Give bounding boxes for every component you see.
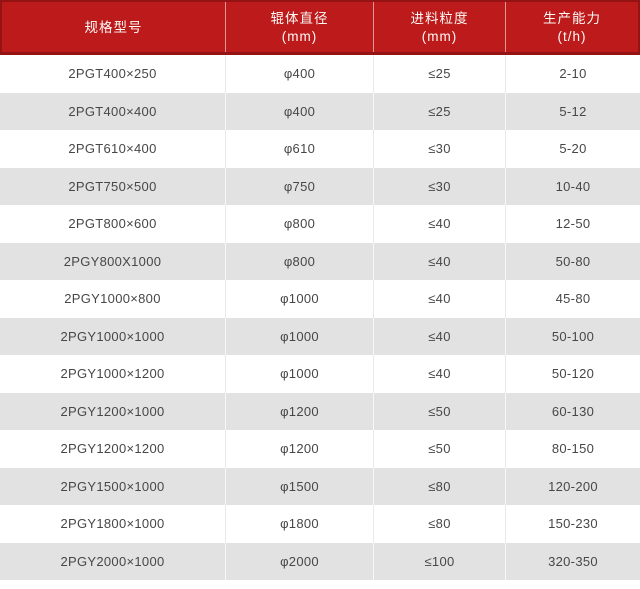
cell-model: 2PGY1000×1000: [60, 328, 165, 344]
cell-feed-size: ≤50: [373, 430, 505, 468]
cell-model: 2PGY2000×1000: [60, 553, 165, 569]
cell-roller-diameter: φ800: [225, 242, 373, 280]
cell-model: 2PGY1200×1000: [60, 403, 165, 419]
spec-row: 2PGY1200×1200 φ1200 ≤50 80-150: [0, 430, 640, 468]
cell-feed-size: ≤40: [373, 280, 505, 318]
cell-feed-size: ≤40: [373, 355, 505, 393]
header-col-roller-diameter: 辊体直径 (mm): [225, 2, 373, 52]
cell-feed-size: ≤80: [373, 467, 505, 505]
spec-row: 2PGT400×400 φ400 ≤25 5-12: [0, 92, 640, 130]
cell-roller-diameter: φ2000: [225, 542, 373, 580]
cell-capacity: 5-20: [505, 130, 640, 168]
spec-row: 2PGY800X1000 φ800 ≤40 50-80: [0, 242, 640, 280]
header-col-roller-diameter-label: 辊体直径: [270, 10, 329, 26]
cell-capacity: 80-150: [505, 430, 640, 468]
header-col-model-label: 规格型号: [84, 19, 143, 35]
cell-feed-size: ≤80: [373, 505, 505, 543]
cell-capacity: 12-50: [505, 205, 640, 243]
cell-feed-size: ≤30: [373, 167, 505, 205]
cell-feed-size: ≤30: [373, 130, 505, 168]
cell-roller-diameter: φ1200: [225, 430, 373, 468]
cell-feed-size: ≤50: [373, 392, 505, 430]
cell-capacity: 10-40: [505, 167, 640, 205]
cell-feed-size: ≤100: [373, 542, 505, 580]
cell-roller-diameter: φ750: [225, 167, 373, 205]
spec-row: 2PGY1000×800 φ1000 ≤40 45-80: [0, 280, 640, 318]
header-col-capacity: 生产能力 (t/h): [505, 2, 638, 52]
cell-capacity: 320-350: [505, 542, 640, 580]
cell-capacity: 50-100: [505, 317, 640, 355]
header-col-capacity-label: 生产能力: [543, 10, 601, 26]
cell-capacity: 45-80: [505, 280, 640, 318]
header-col-model: 规格型号: [2, 2, 225, 52]
cell-roller-diameter: φ610: [225, 130, 373, 168]
spec-row: 2PGY2000×1000 φ2000 ≤100 320-350: [0, 542, 640, 580]
spec-row: 2PGT400×250 φ400 ≤25 2-10: [0, 55, 640, 93]
cell-roller-diameter: φ1500: [225, 467, 373, 505]
cell-capacity: 2-10: [505, 55, 640, 93]
cell-roller-diameter: φ400: [225, 55, 373, 93]
spec-row: 2PGY1000×1000 φ1000 ≤40 50-100: [0, 317, 640, 355]
header-col-feed-size-label: 进料粒度: [410, 10, 469, 26]
cell-capacity: 60-130: [505, 392, 640, 430]
cell-roller-diameter: φ1000: [225, 280, 373, 318]
cell-model: 2PGY1000×800: [64, 291, 161, 307]
spec-table-body: 2PGT400×250 φ400 ≤25 2-10 2PGT400×400 φ400 ≤25…: [0, 55, 640, 580]
cell-capacity: 50-120: [505, 355, 640, 393]
spec-row: 2PGY1200×1000 φ1200 ≤50 60-130: [0, 392, 640, 430]
cell-model: 2PGY800X1000: [63, 253, 162, 269]
header-col-capacity-unit: (t/h): [557, 28, 587, 44]
cell-roller-diameter: φ800: [225, 205, 373, 243]
header-col-feed-size-unit: (mm): [421, 28, 458, 44]
cell-feed-size: ≤40: [373, 317, 505, 355]
spec-row: 2PGY1500×1000 φ1500 ≤80 120-200: [0, 467, 640, 505]
header-col-roller-diameter-unit: (mm): [281, 28, 318, 44]
cell-roller-diameter: φ1000: [225, 317, 373, 355]
cell-model: 2PGT400×400: [68, 103, 157, 119]
spec-row: 2PGT610×400 φ610 ≤30 5-20: [0, 130, 640, 168]
cell-capacity: 5-12: [505, 92, 640, 130]
spec-row: 2PGY1800×1000 φ1800 ≤80 150-230: [0, 505, 640, 543]
cell-roller-diameter: φ1200: [225, 392, 373, 430]
cell-model: 2PGY1200×1200: [60, 441, 165, 457]
cell-feed-size: ≤25: [373, 55, 505, 93]
cell-model: 2PGT800×600: [68, 216, 157, 232]
cell-feed-size: ≤40: [373, 242, 505, 280]
cell-capacity: 150-230: [505, 505, 640, 543]
spec-row: 2PGY1000×1200 φ1000 ≤40 50-120: [0, 355, 640, 393]
cell-feed-size: ≤25: [373, 92, 505, 130]
cell-feed-size: ≤40: [373, 205, 505, 243]
cell-model: 2PGY1500×1000: [60, 478, 165, 494]
cell-model: 2PGT400×250: [68, 66, 157, 82]
cell-capacity: 120-200: [505, 467, 640, 505]
cell-roller-diameter: φ1000: [225, 355, 373, 393]
spec-row: 2PGT800×600 φ800 ≤40 12-50: [0, 205, 640, 243]
cell-model: 2PGY1800×1000: [60, 516, 165, 532]
cell-model: 2PGT610×400: [68, 141, 157, 157]
cell-model: 2PGT750×500: [68, 178, 157, 194]
table-header: 规格型号 辊体直径 (mm) 进料粒度 (mm) 生产能力 (t/h): [0, 0, 640, 55]
cell-roller-diameter: φ1800: [225, 505, 373, 543]
header-col-feed-size: 进料粒度 (mm): [373, 2, 505, 52]
cell-roller-diameter: φ400: [225, 92, 373, 130]
cell-model: 2PGY1000×1200: [60, 366, 165, 382]
spec-row: 2PGT750×500 φ750 ≤30 10-40: [0, 167, 640, 205]
cell-capacity: 50-80: [505, 242, 640, 280]
